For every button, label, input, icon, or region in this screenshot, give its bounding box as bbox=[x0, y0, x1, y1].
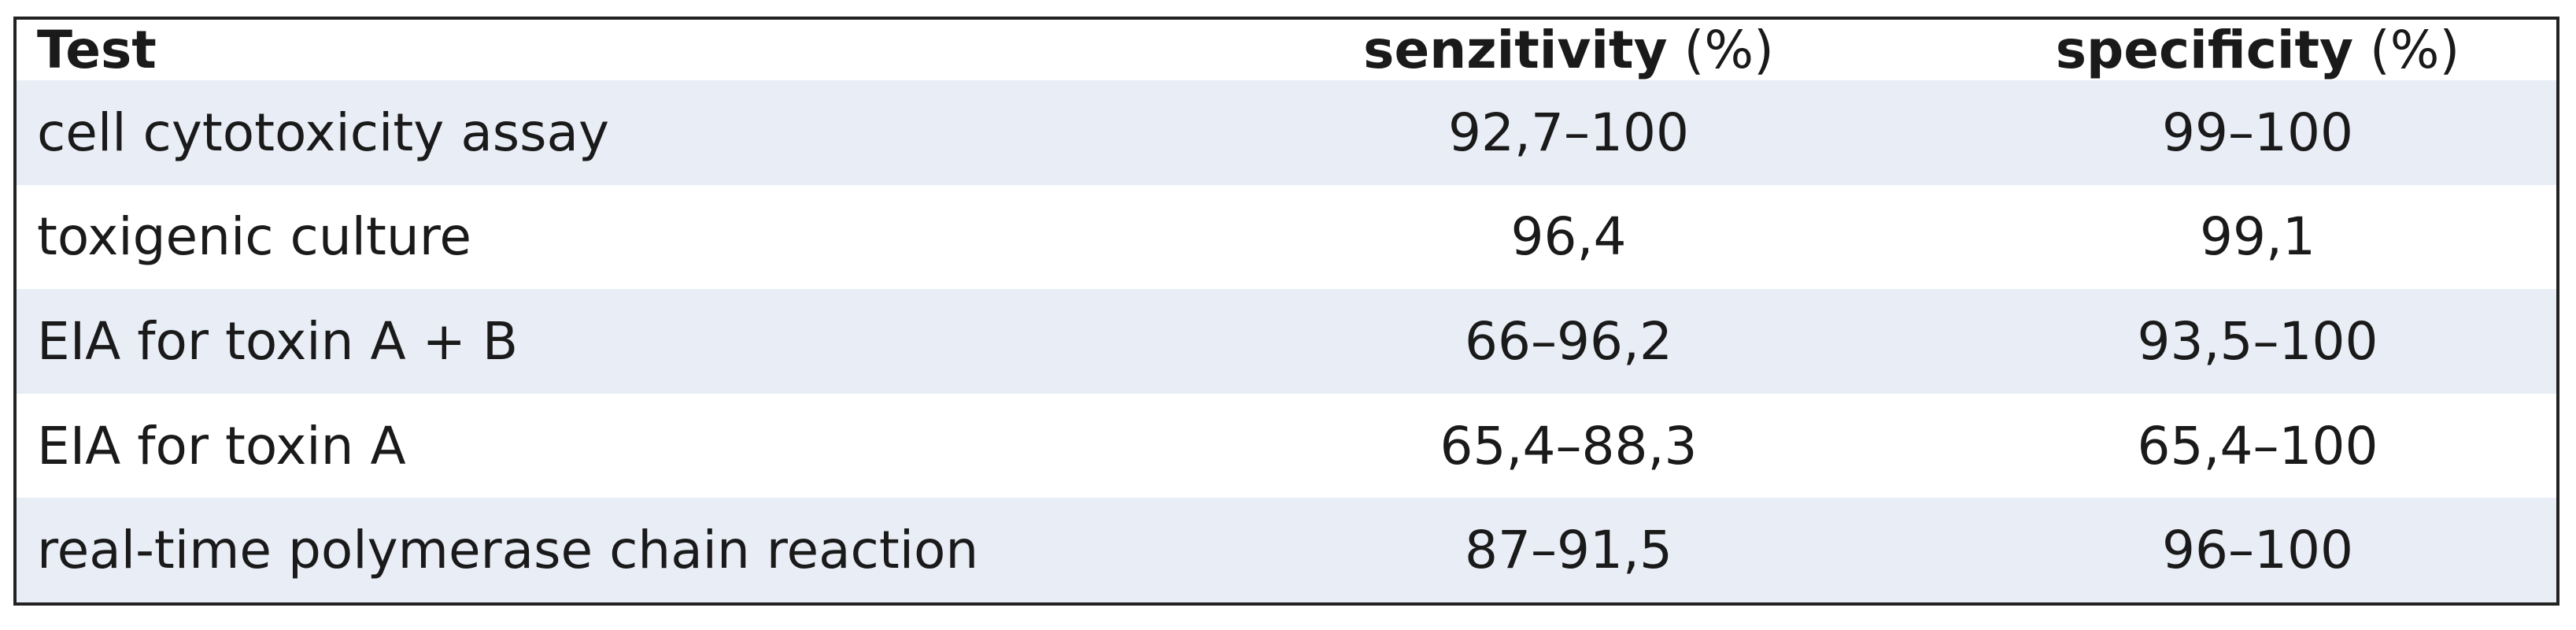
header-label: specificity bbox=[2055, 20, 2354, 80]
table-cell: EIA for toxin A bbox=[37, 415, 406, 476]
table-row: real-time polymerase chain reaction 87–91… bbox=[17, 498, 2556, 602]
table-cell: 65,4–100 bbox=[2137, 415, 2378, 476]
table-cell: 66–96,2 bbox=[1465, 310, 1672, 372]
table-row: EIA for toxin A 65,4–88,3 65,4–100 bbox=[17, 394, 2556, 498]
table-row: EIA for toxin A + B 66–96,2 93,5–100 bbox=[17, 289, 2556, 394]
header-cell: senzitivity (%) bbox=[1178, 20, 1938, 80]
table-row: toxigenic culture 96,4 99,1 bbox=[17, 185, 2556, 290]
table-cell: cell cytotoxicity assay bbox=[37, 102, 610, 163]
header-unit: (%) bbox=[1683, 20, 1774, 80]
header-cell: Test bbox=[17, 20, 1178, 80]
table-frame: Test senzitivity (%) specificity (%) cell … bbox=[13, 17, 2559, 606]
header-unit: (%) bbox=[2370, 20, 2460, 80]
table-cell: 65,4–88,3 bbox=[1440, 415, 1698, 476]
table-cell: 92,7–100 bbox=[1448, 102, 1689, 163]
header-label: senzitivity bbox=[1363, 20, 1668, 80]
table-cell: 96–100 bbox=[2162, 520, 2353, 581]
header-cell: specificity (%) bbox=[1938, 20, 2556, 80]
table-cell: 99,1 bbox=[2200, 206, 2315, 268]
table-cell: toxigenic culture bbox=[37, 206, 472, 268]
header-label: Test bbox=[37, 20, 157, 80]
table-cell: 93,5–100 bbox=[2137, 310, 2378, 372]
table-cell: 87–91,5 bbox=[1465, 520, 1672, 581]
header-row: Test senzitivity (%) specificity (%) bbox=[17, 20, 2556, 80]
table-cell: real-time polymerase chain reaction bbox=[37, 520, 979, 581]
table-row: cell cytotoxicity assay 92,7–100 99–100 bbox=[17, 80, 2556, 185]
table-cell: 96,4 bbox=[1510, 206, 1627, 268]
data-table: Test senzitivity (%) specificity (%) cell … bbox=[17, 20, 2556, 602]
table-cell: EIA for toxin A + B bbox=[37, 310, 519, 372]
table-cell: 99–100 bbox=[2162, 102, 2353, 163]
